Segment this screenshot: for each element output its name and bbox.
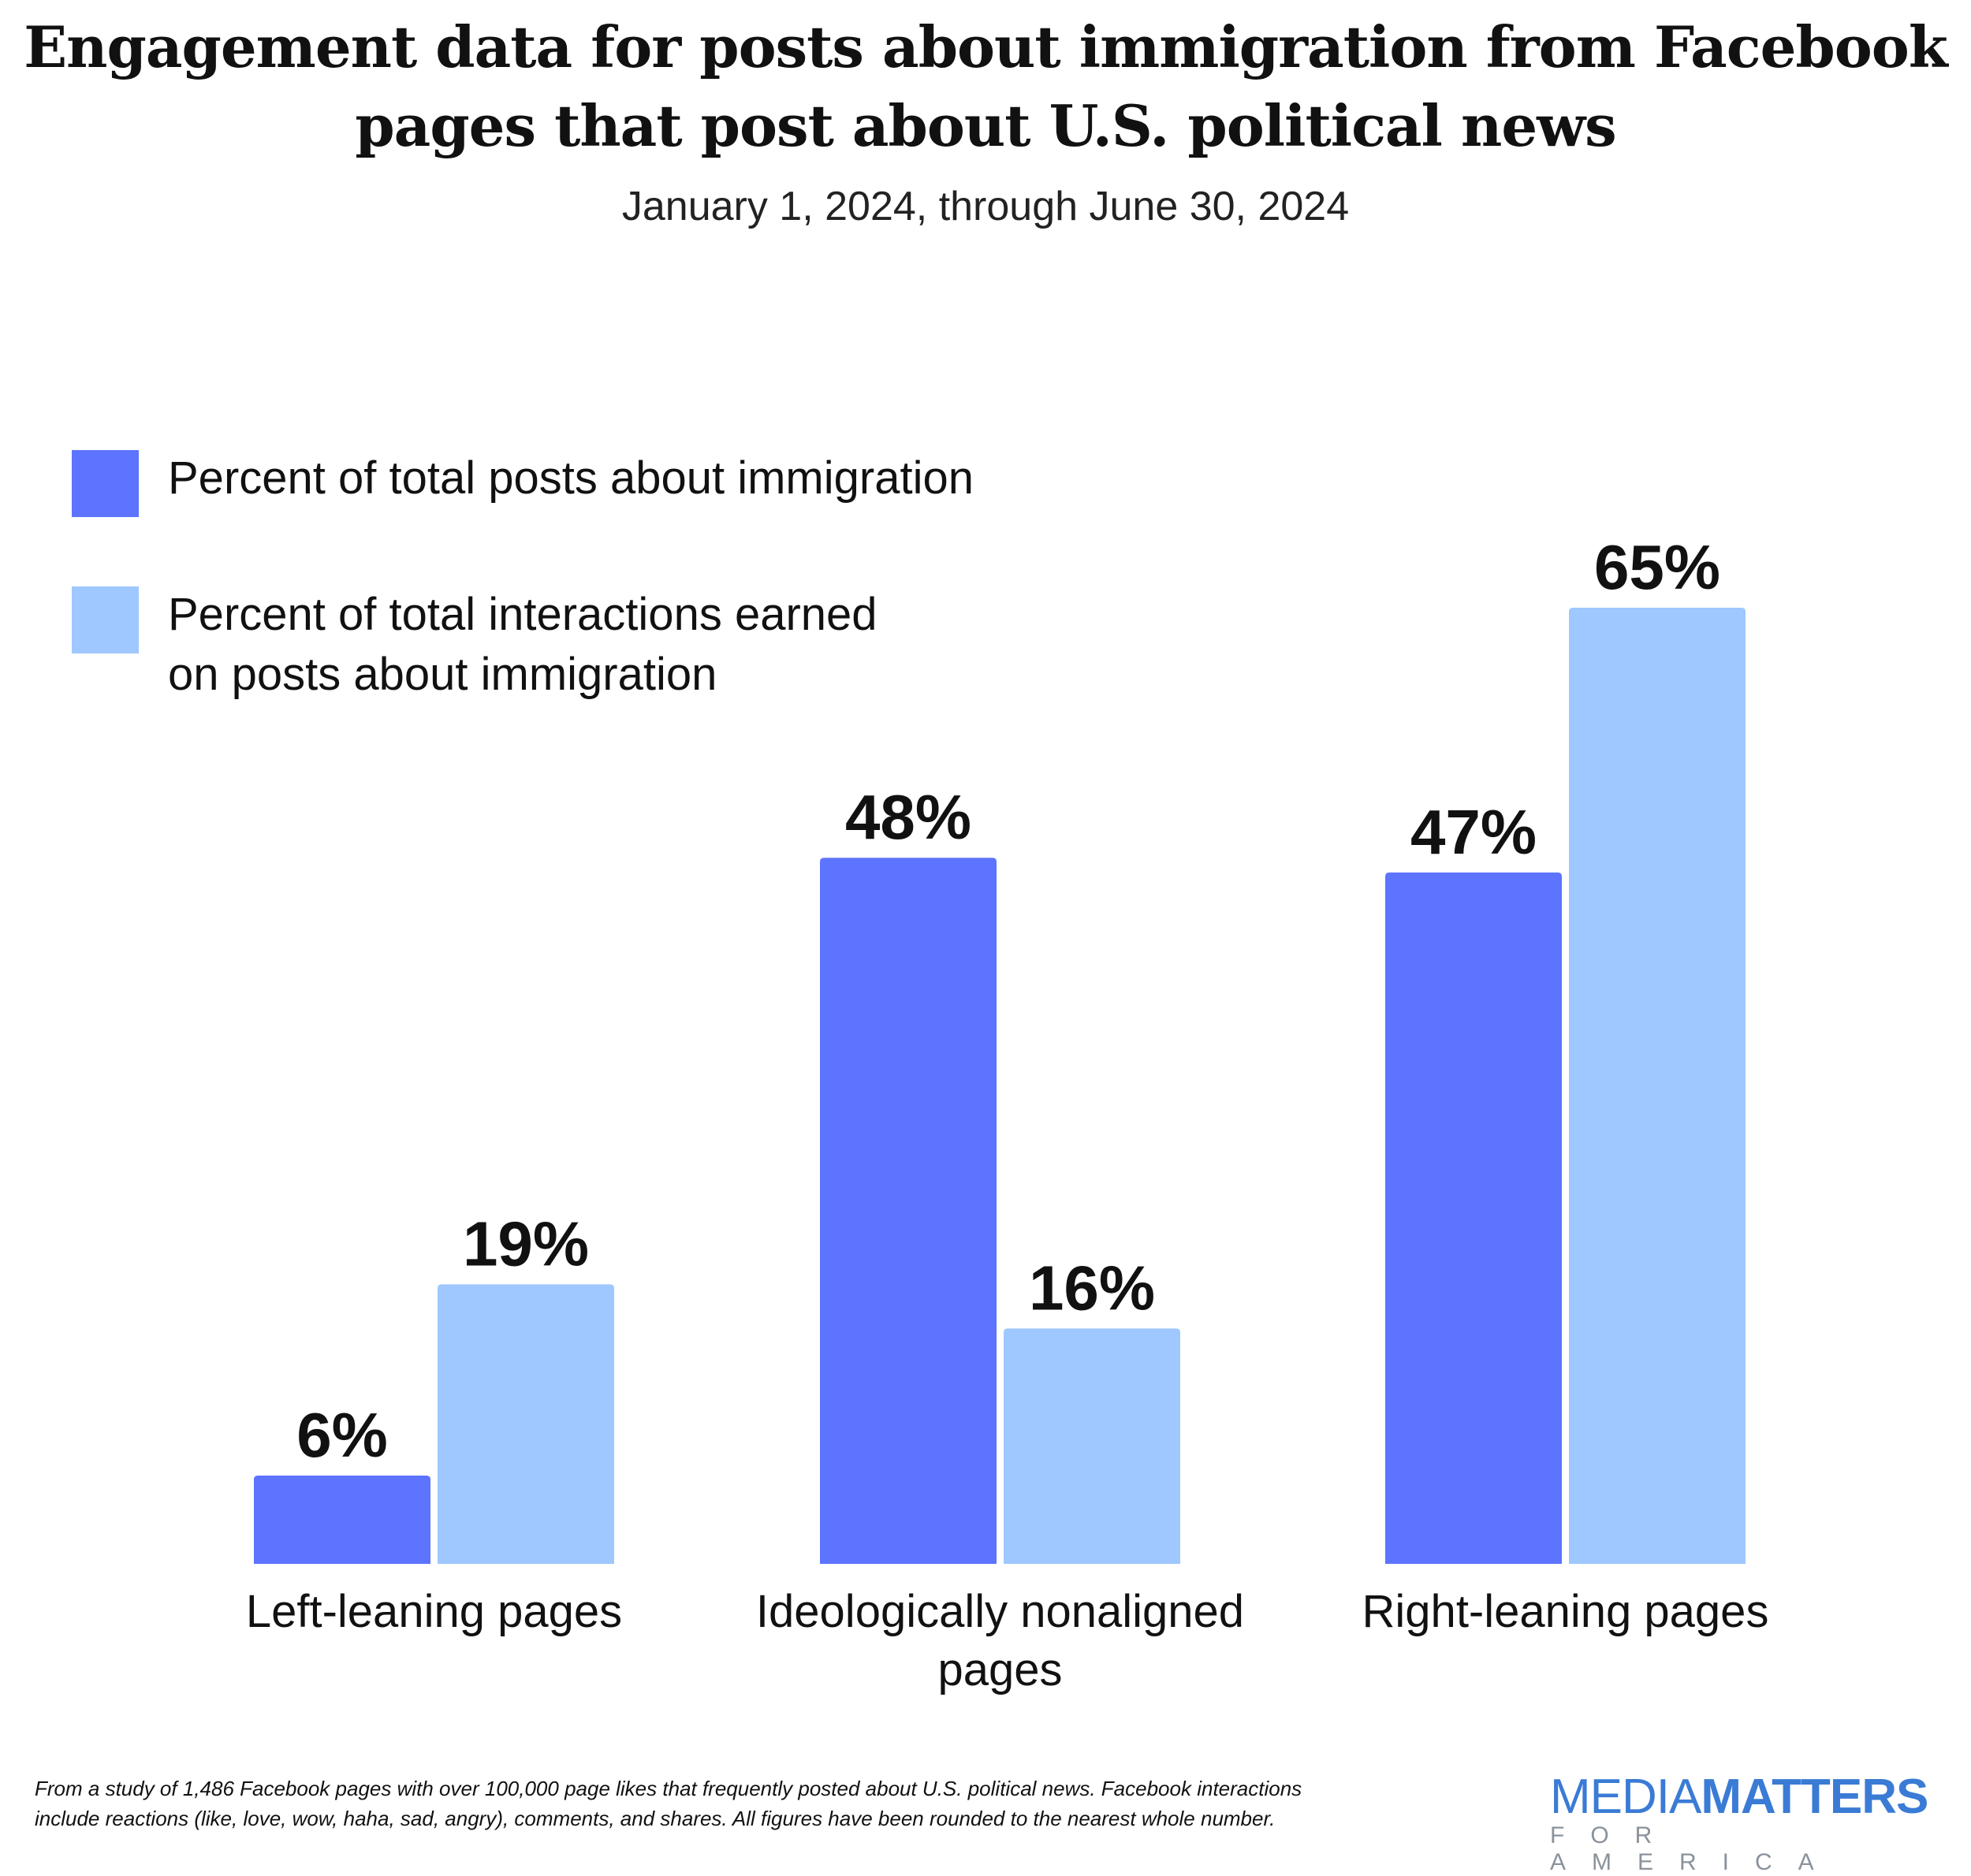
logo-sub: FOR AMERICA <box>1550 1822 1840 1875</box>
legend-swatch <box>72 586 139 653</box>
legend-item-interactions: Percent of total interactions earned on … <box>72 586 1114 705</box>
logo-part: MEDIA <box>1550 1770 1701 1824</box>
category-label: Left-leaning pages <box>246 1586 622 1637</box>
data-label: 48% <box>845 782 971 852</box>
logo-part: MATTERS <box>1701 1770 1928 1824</box>
data-label: 65% <box>1594 532 1720 602</box>
chart-title: Engagement data for posts about immigrat… <box>0 8 1971 166</box>
data-label: 19% <box>463 1208 589 1279</box>
title-line: pages that post about U.S. political new… <box>355 92 1616 159</box>
data-label: 16% <box>1029 1253 1155 1323</box>
legend-label: Percent of total interactions earned on … <box>168 585 1114 705</box>
legend-swatch <box>72 450 139 517</box>
footnote-line: include reactions (like, love, wow, haha… <box>35 1807 1276 1830</box>
legend-label-line: Percent of total posts about immigration <box>168 452 974 504</box>
data-label: 47% <box>1410 797 1537 867</box>
bar <box>820 858 997 1564</box>
bar <box>438 1284 614 1564</box>
bar <box>1385 872 1562 1564</box>
bar <box>254 1476 430 1564</box>
bar <box>1569 608 1746 1564</box>
legend-label: Percent of total posts about immigration <box>168 449 1114 508</box>
category-label: Right-leaning pages <box>1362 1586 1769 1637</box>
bar-chart: 6% 19% Left-leaning pages 48% 16% Ideological… <box>246 532 1769 1695</box>
footnote: From a study of 1,486 Facebook pages wit… <box>35 1774 1454 1833</box>
category-label: pages <box>937 1644 1062 1695</box>
bar <box>1004 1328 1180 1564</box>
legend-label-line: Percent of total interactions earned <box>168 589 877 640</box>
category-label: Ideologically nonaligned <box>756 1586 1244 1637</box>
footnote-line: From a study of 1,486 Facebook pages wit… <box>35 1777 1302 1800</box>
legend-item-posts: Percent of total posts about immigration <box>72 450 1114 517</box>
data-label: 6% <box>296 1400 388 1470</box>
chart-subtitle: January 1, 2024, through June 30, 2024 <box>621 184 1350 229</box>
legend-label-line: on posts about immigration <box>168 649 717 700</box>
title-line: Engagement data for posts about immigrat… <box>24 13 1947 80</box>
media-matters-logo: MEDIAMATTERS FOR AMERICA <box>1550 1773 1952 1876</box>
